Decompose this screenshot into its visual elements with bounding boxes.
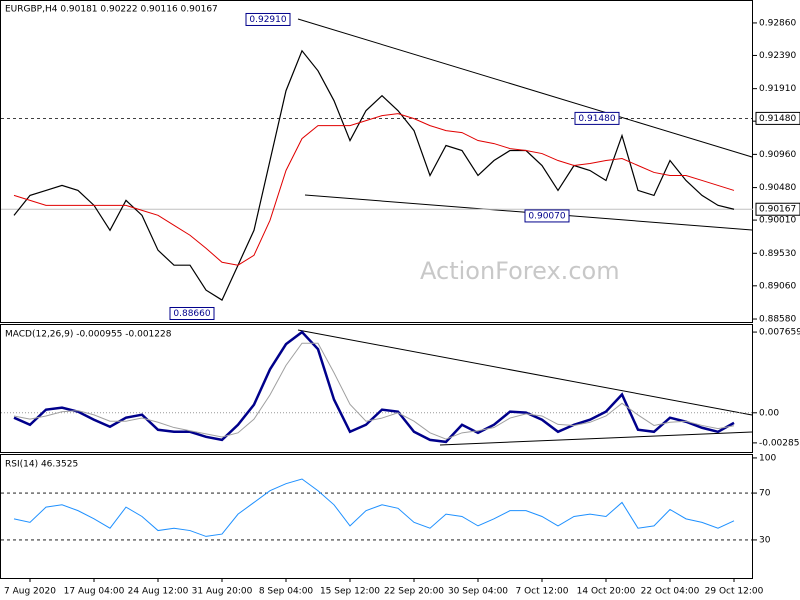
series-line — [13, 342, 735, 440]
x-tick-label: 22 Sep 20:00 — [384, 587, 444, 597]
level-label: 0.91480 — [759, 114, 796, 124]
x-tick-label: 17 Aug 04:00 — [64, 587, 125, 597]
y-tick-label: -0.002855 — [759, 438, 800, 448]
y-tick-label: 0.90010 — [759, 216, 796, 226]
annotation-box — [574, 111, 620, 125]
trendline — [439, 431, 753, 446]
y-tick-label: 0.90480 — [759, 183, 796, 193]
annotation-label: 0.92910 — [249, 15, 286, 25]
y-tick-label: 30 — [759, 535, 771, 545]
x-tick-label: 15 Sep 12:00 — [320, 587, 380, 597]
y-tick-label: 70 — [759, 489, 771, 499]
y-tick-label: 0.00 — [759, 408, 779, 418]
rsi-panel — [0, 454, 753, 579]
annotation-box — [245, 12, 291, 26]
y-tick-label: 100 — [759, 453, 776, 463]
level-box — [755, 111, 800, 125]
rsi-title: RSI(14) 46.3525 — [5, 460, 78, 470]
macd-title: MACD(12,26,9) -0.000955 -0.001228 — [5, 330, 172, 340]
main-panel — [0, 0, 753, 323]
y-tick-label: 0.92390 — [759, 51, 796, 61]
annotation-box — [524, 209, 570, 223]
x-tick-label: 24 Aug 12:00 — [128, 587, 189, 597]
trendline — [297, 18, 753, 158]
y-tick-label: 0.89530 — [759, 249, 796, 259]
x-tick-label: 7 Oct 12:00 — [516, 587, 569, 597]
annotation-label: 0.91480 — [578, 114, 615, 124]
x-tick-label: 7 Aug 2020 — [4, 587, 56, 597]
y-tick-label: 0.007659 — [759, 328, 800, 338]
y-tick-label: 0.90960 — [759, 150, 796, 160]
price-title: EURGBP,H4 0.90181 0.90222 0.90116 0.9016… — [5, 5, 218, 15]
annotation-label: 0.90070 — [528, 211, 565, 221]
level-box — [755, 202, 800, 216]
annotation-box — [169, 306, 215, 320]
watermark: ActionForex.com — [420, 257, 620, 285]
x-tick-label: 29 Oct 12:00 — [705, 587, 764, 597]
series-line — [13, 478, 735, 537]
y-tick-label: 0.92860 — [759, 18, 796, 28]
x-tick-label: 31 Aug 20:00 — [192, 587, 253, 597]
x-tick-label: 8 Sep 04:00 — [259, 587, 314, 597]
series-line — [13, 330, 735, 444]
x-tick-label: 30 Sep 04:00 — [448, 587, 508, 597]
y-tick-label: 0.88580 — [759, 315, 796, 325]
x-tick-label: 22 Oct 04:00 — [641, 587, 700, 597]
level-label: 0.90167 — [759, 205, 796, 215]
trendline — [297, 329, 753, 416]
y-tick-label: 0.89060 — [759, 281, 796, 291]
x-tick-label: 14 Oct 20:00 — [577, 587, 636, 597]
macd-panel — [0, 324, 753, 453]
y-tick-label: 0.91910 — [759, 84, 796, 94]
series-line — [13, 113, 735, 266]
annotation-label: 0.88660 — [173, 309, 210, 319]
